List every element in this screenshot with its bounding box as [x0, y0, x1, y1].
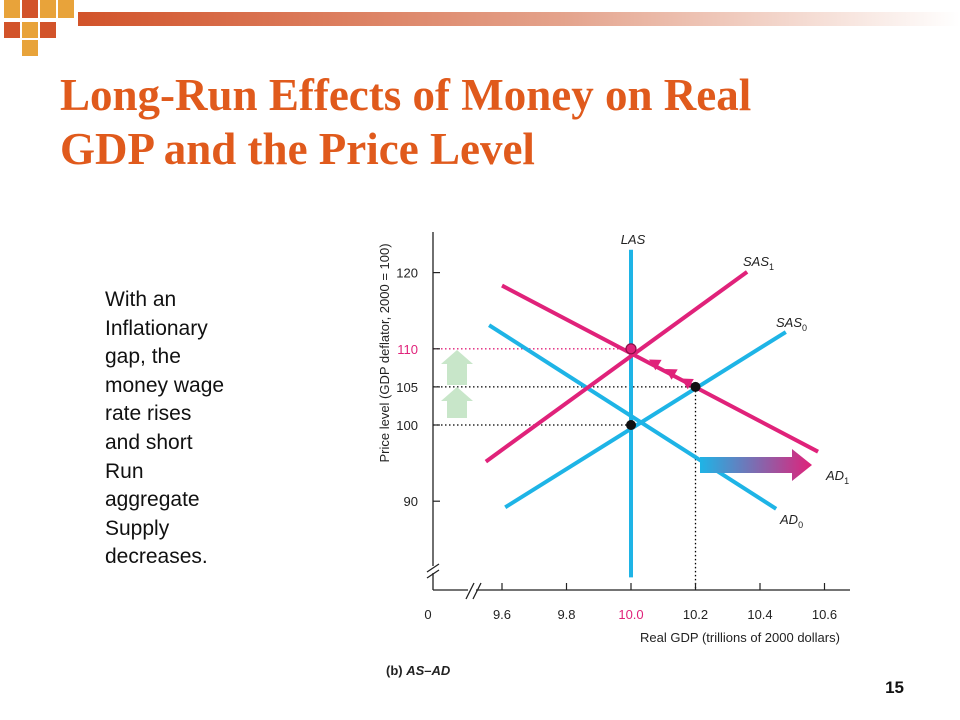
y-tick-label: 100 [396, 418, 418, 433]
chart-caption: (b) AS–AD [386, 663, 451, 678]
slide-body-text: With an Inflationary gap, the money wage… [105, 286, 270, 572]
x-axis-label: Real GDP (trillions of 2000 dollars) [640, 630, 840, 645]
curve-label-name: LAS [621, 232, 646, 247]
price-rise-arrow [441, 350, 473, 385]
curve-label-subscript: 1 [769, 262, 774, 272]
curve-label-name: AD [825, 468, 844, 483]
y-tick-label: 120 [396, 266, 418, 281]
curve-sas0 [504, 330, 787, 509]
slide-title-line: GDP and the Price Level [60, 124, 535, 174]
deco-gradient-bar [78, 12, 960, 26]
x-tick-label: 9.8 [557, 607, 575, 622]
y-tick-label: 90 [404, 494, 418, 509]
slide-title-line: Long-Run Effects of Money on Real [60, 70, 752, 120]
curve-label-subscript: 0 [802, 323, 807, 333]
x-tick-label: 10.4 [747, 607, 772, 622]
x-tick-label: 9.6 [493, 607, 511, 622]
chart-caption-prefix: (b) [386, 663, 406, 678]
y-axis-break [426, 563, 440, 579]
curve-label-las: LAS [621, 232, 646, 247]
body-line: decreases. [105, 545, 208, 569]
equilibrium-point [626, 420, 636, 430]
body-line: and short [105, 430, 193, 454]
decorative-header-bar [4, 0, 960, 56]
slide-title: Long-Run Effects of Money on Real GDP an… [60, 68, 920, 176]
deco-square [40, 0, 56, 18]
deco-square [22, 40, 38, 56]
adjustment-arrowhead [649, 359, 662, 371]
x-tick-label: 10.0 [618, 607, 643, 622]
curve-label-name: AD [779, 512, 798, 527]
adjustment-arrowhead [681, 378, 694, 390]
deco-square [22, 22, 38, 38]
adjustment-arrowhead [665, 368, 678, 380]
deco-square [4, 22, 20, 38]
x-tick-label: 10.2 [683, 607, 708, 622]
curve-ad1 [501, 283, 819, 454]
curve-label-subscript: 1 [844, 476, 849, 486]
page-number: 15 [885, 678, 904, 697]
body-line: money wage [105, 373, 225, 397]
deco-square [22, 0, 38, 18]
curve-label-ad0: AD0 [779, 512, 803, 530]
y-axis-label: Price level (GDP deflator, 2000 = 100) [377, 243, 392, 462]
ad-shift-arrow [700, 449, 812, 481]
x-tick-label: 10.6 [812, 607, 837, 622]
body-line: rate rises [105, 402, 192, 426]
deco-square [40, 22, 56, 38]
curve-label-ad1: AD1 [825, 468, 849, 486]
x-axis-break-gap [468, 584, 476, 596]
curve-label-sas0: SAS0 [776, 315, 807, 333]
curve-label-subscript: 0 [798, 520, 803, 530]
curve-label-sas1: SAS1 [743, 254, 774, 272]
body-line: gap, the [105, 345, 181, 369]
x-axis-break [465, 582, 482, 600]
origin-label: 0 [424, 607, 431, 622]
curve-label-name: SAS [776, 315, 802, 330]
body-line: With an [105, 288, 177, 311]
y-tick-label: 110 [397, 342, 418, 357]
y-tick-label: 105 [396, 380, 418, 395]
body-line: Inflationary [105, 316, 208, 340]
deco-square [58, 0, 74, 18]
body-line: Run [105, 459, 144, 483]
chart-caption-text: AS–AD [405, 663, 451, 678]
equilibrium-point [690, 381, 701, 392]
body-line: Supply [105, 516, 170, 540]
body-line: aggregate [105, 488, 200, 512]
curve-ad0 [488, 323, 778, 511]
curve-label-name: SAS [743, 254, 769, 269]
y-axis-break-gap [426, 566, 440, 573]
equilibrium-point [625, 343, 637, 355]
curve-sas1 [484, 270, 749, 464]
deco-square [4, 0, 20, 18]
price-rise-arrow [441, 387, 473, 418]
